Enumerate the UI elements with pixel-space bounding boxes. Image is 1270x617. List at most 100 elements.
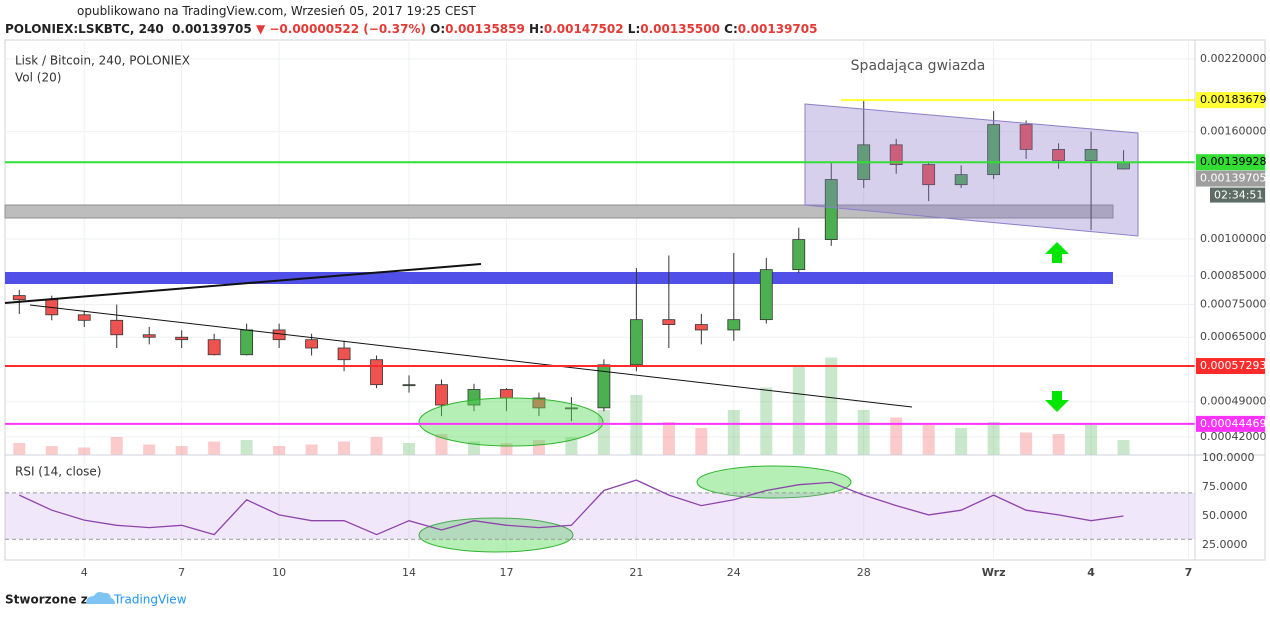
y-tick-label: 0.00100000 (1200, 232, 1266, 245)
x-tick-label: Wrz (982, 566, 1006, 579)
candle-body (500, 389, 513, 399)
price-label-bg (1196, 170, 1265, 187)
ohlc-value: 0.00135859 (445, 22, 525, 36)
volume-bar (370, 437, 383, 455)
annotation: Spadająca gwiazda (851, 58, 986, 74)
volume-bar (143, 444, 156, 455)
candle-body (272, 329, 286, 341)
level-label: 0.00183679 (1200, 93, 1266, 106)
symbol: POLONIEX:LSKBTC, 240 (5, 22, 164, 36)
candle-body (435, 384, 448, 406)
change: ▼ −0.00000522 (−0.37%) (255, 22, 426, 36)
volume-bar (110, 437, 123, 455)
volume-bar (695, 428, 708, 455)
candle-body (889, 144, 903, 165)
candle-body (727, 319, 741, 331)
rsi-title: RSI (14, close) (15, 465, 101, 479)
candle-body (402, 384, 416, 387)
x-tick-label: 7 (178, 566, 185, 579)
volume-bar (662, 422, 675, 455)
volume-bar (597, 410, 610, 455)
x-tick-label: 7 (1185, 566, 1193, 579)
volume-bar (630, 395, 643, 455)
volume-bar (760, 387, 773, 455)
level-label: 0.00044469 (1200, 417, 1266, 430)
volume-bar (435, 434, 448, 455)
candle-body (629, 319, 643, 366)
volume-bar (532, 440, 545, 455)
volume-bar (45, 446, 58, 455)
volume-bar (922, 425, 935, 455)
trend-line (29, 304, 913, 408)
rsi-tick-label: 25.0000 (1202, 538, 1248, 551)
y-tick-label: 0.00220000 (1200, 52, 1266, 65)
candle-body (1052, 148, 1065, 161)
levels-group: 0.00183679 0.00139928 0.00057293 0.00044469… (5, 92, 1266, 432)
level-label-bg (1196, 415, 1265, 432)
candle-body (240, 329, 254, 356)
volume-bar (1117, 440, 1130, 455)
volume-bar (305, 444, 318, 455)
candle-body (694, 324, 708, 331)
axes-group: 0.00220000 0.00160000 0.00100000 0.00085000… (81, 52, 1267, 579)
y-tick-label: 0.00075000 (1200, 298, 1266, 311)
volume-bar (175, 446, 188, 455)
candle-body (824, 179, 838, 240)
ohlc-key: O: (430, 22, 446, 36)
volume-bar (792, 365, 805, 455)
candle-body (12, 295, 26, 301)
x-tick-label: 21 (629, 566, 643, 579)
volume-bar (1052, 434, 1065, 455)
candle-body (597, 364, 611, 409)
candle-body (370, 359, 383, 386)
candle-body (792, 239, 806, 271)
ohlc-key: C: (724, 22, 738, 36)
candle-body (922, 164, 936, 186)
up-arrow (1045, 242, 1069, 263)
price-label: 0.00139705 (1200, 172, 1266, 185)
ohlc-value: 0.00147502 (543, 22, 624, 36)
rsi-tick-label: 100.0000 (1202, 451, 1255, 464)
price: 0.00139705 (172, 22, 252, 36)
candle-body (337, 347, 351, 361)
chart-title: Lisk / Bitcoin, 240, POLONIEX (15, 54, 190, 68)
candle-body (142, 334, 156, 338)
y-tick-label: 0.00160000 (1200, 125, 1266, 138)
volume-bar (403, 443, 416, 455)
y-tick-label: 0.00042000 (1200, 430, 1266, 443)
grid-group (5, 40, 1195, 560)
level-label: 0.00057293 (1200, 359, 1266, 372)
level-label: 0.00139928 (1200, 155, 1266, 168)
down-arrow (1045, 391, 1069, 412)
ohlc-value: 0.00139705 (737, 22, 818, 36)
volume-bar (1020, 432, 1033, 455)
volume-bar (955, 428, 968, 455)
trend-line (4, 263, 482, 304)
candle-body (110, 319, 124, 336)
ohlc-value: 0.00135500 (640, 22, 720, 36)
y-tick-label: 0.00085000 (1200, 269, 1266, 282)
ohlc-key: H: (529, 22, 544, 36)
highlight-ellipse (418, 517, 574, 553)
candle-body (467, 389, 481, 406)
volume-bar (338, 441, 351, 455)
footer-brand[interactable]: TradingView (113, 593, 187, 607)
level-label-bg (1196, 92, 1265, 109)
candle-body (954, 174, 968, 186)
candle-body (565, 407, 578, 410)
ohlc-key: L: (627, 22, 641, 36)
countdown-bg (1210, 187, 1265, 203)
level-label-bg (1196, 154, 1265, 171)
rsi-tick-label: 50.0000 (1202, 509, 1248, 522)
rsi-tick-label: 75.0000 (1202, 480, 1248, 493)
level-label-bg (1196, 358, 1265, 375)
volume-bar (208, 441, 221, 455)
x-tick-label: 4 (1087, 566, 1095, 579)
candle-body (305, 339, 318, 349)
y-tick-label: 0.00049000 (1200, 395, 1266, 408)
volume-bar (565, 437, 578, 455)
x-tick-label: 14 (402, 566, 416, 579)
x-tick-label: 4 (81, 566, 88, 579)
